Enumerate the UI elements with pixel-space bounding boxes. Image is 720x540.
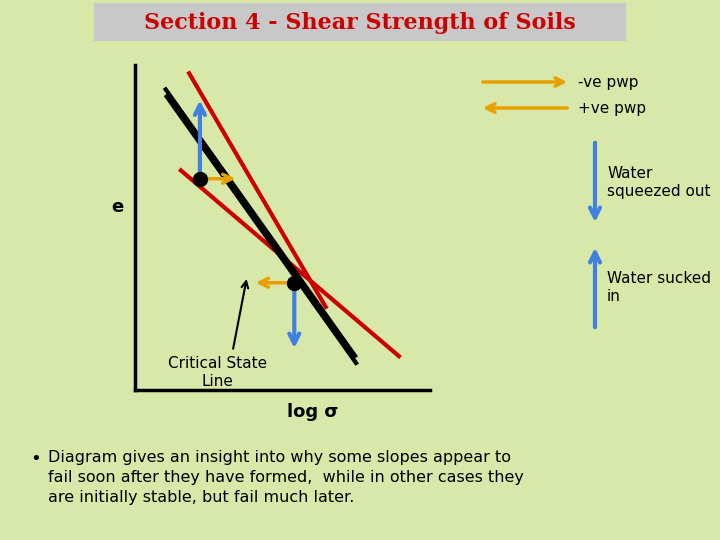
FancyBboxPatch shape xyxy=(94,3,626,41)
Text: log σ: log σ xyxy=(287,403,338,421)
Text: Diagram gives an insight into why some slopes appear to
fail soon after they hav: Diagram gives an insight into why some s… xyxy=(48,450,524,504)
Text: -ve pwp: -ve pwp xyxy=(578,75,639,90)
Text: +ve pwp: +ve pwp xyxy=(578,100,646,116)
Text: e: e xyxy=(111,199,123,217)
Text: Section 4 - Shear Strength of Soils: Section 4 - Shear Strength of Soils xyxy=(144,12,576,34)
Text: Water sucked
in: Water sucked in xyxy=(607,271,711,303)
Text: Water
squeezed out: Water squeezed out xyxy=(607,166,711,199)
Text: Critical State
Line: Critical State Line xyxy=(168,356,267,389)
Text: •: • xyxy=(30,450,41,468)
